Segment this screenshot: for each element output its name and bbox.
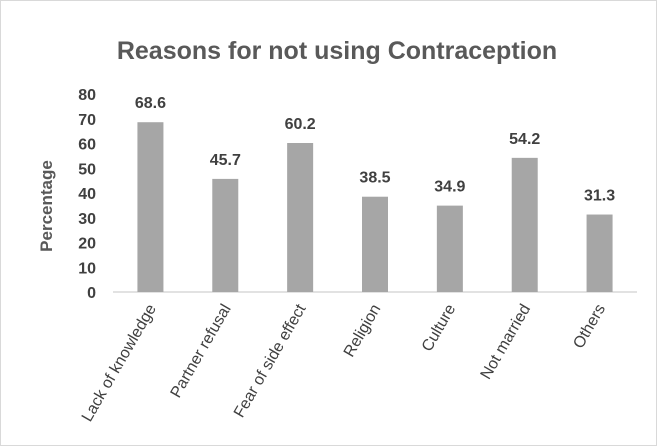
- bar: [511, 157, 538, 292]
- y-tick-label: 20: [78, 236, 96, 253]
- x-tick-label: Partner refusal: [168, 302, 235, 401]
- data-label: 34.9: [434, 179, 465, 196]
- y-tick-label: 50: [78, 161, 96, 178]
- x-tick-label: Lack of knowledge: [79, 301, 160, 424]
- data-label: 54.2: [509, 131, 540, 148]
- y-tick-label: 30: [78, 211, 96, 228]
- data-label: 31.3: [584, 188, 615, 205]
- y-tick-label: 60: [78, 137, 96, 154]
- y-tick-label: 0: [87, 285, 96, 302]
- x-tick-label: Others: [570, 302, 609, 352]
- x-tick-label: Religion: [341, 302, 385, 361]
- x-tick-label: Fear of side effect: [231, 301, 310, 421]
- bar: [586, 214, 613, 292]
- y-tick-label: 40: [78, 186, 96, 203]
- bar: [362, 196, 388, 292]
- data-label: 68.6: [135, 95, 166, 112]
- y-tick-label: 10: [78, 260, 96, 277]
- x-tick-label: Not married: [478, 302, 535, 383]
- data-label: 38.5: [359, 170, 390, 187]
- data-label: 45.7: [210, 152, 241, 169]
- bar: [287, 143, 314, 292]
- bar: [137, 122, 164, 292]
- x-tick-label: Culture: [419, 301, 460, 354]
- y-tick-label: 80: [78, 87, 96, 104]
- chart-title: Reasons for not using Contraception: [117, 37, 557, 65]
- bar: [436, 205, 463, 292]
- data-label: 60.2: [285, 116, 316, 133]
- y-axis-label: Percentage: [37, 160, 56, 252]
- bar: [212, 178, 239, 292]
- data-labels: 68.6 45.7 60.2 38.5 34.9 54.2 31.3: [135, 95, 615, 204]
- bars: [137, 122, 613, 292]
- y-axis-ticks: 0 10 20 30 40 50 60 70 80: [78, 87, 96, 302]
- y-tick-label: 70: [78, 112, 96, 129]
